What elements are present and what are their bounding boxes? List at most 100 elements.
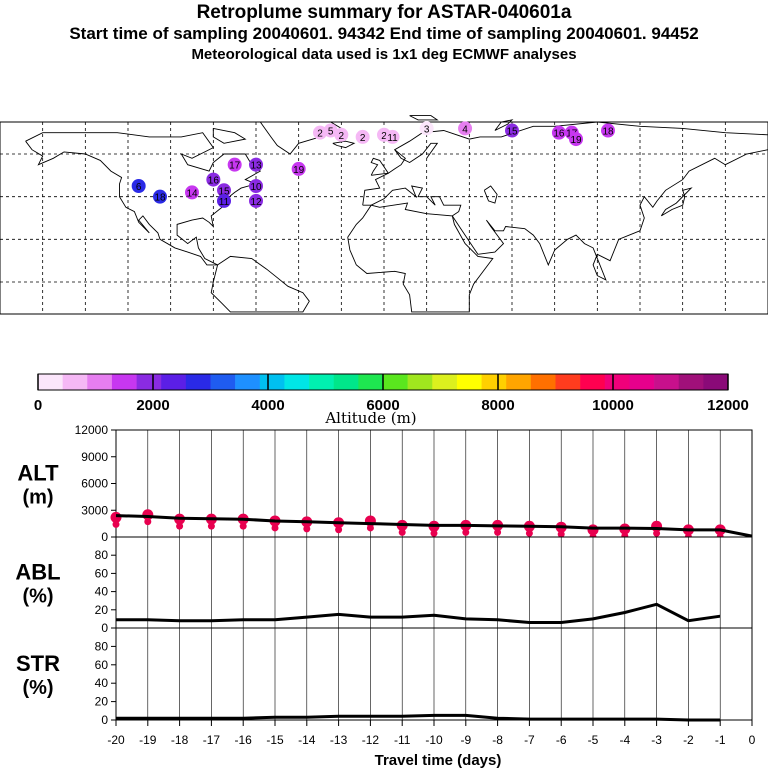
cluster-dot <box>458 121 473 136</box>
coastline <box>409 115 439 121</box>
colorbar-tick-label: 10000 <box>592 397 634 414</box>
cluster-label: 12 <box>250 197 262 208</box>
alt-cluster-marker <box>239 522 247 530</box>
cluster-dot <box>249 157 263 172</box>
abl-series-line <box>116 602 721 624</box>
x-tick-label: -12 <box>362 733 380 747</box>
cluster-dot <box>313 125 327 140</box>
cluster-dot <box>601 123 615 138</box>
alt-cluster-marker <box>271 524 279 532</box>
cluster-label: 11 <box>387 133 398 144</box>
cluster-label: 16 <box>208 176 220 187</box>
coastline <box>362 121 768 281</box>
cluster-point: 19 <box>291 161 306 176</box>
coastline <box>483 185 498 204</box>
cluster-dot <box>217 193 231 208</box>
colorbar-tick-label: 0 <box>34 397 42 414</box>
colorbar-swatch <box>654 374 680 390</box>
colorbar-label: Altitude (m) <box>324 409 416 427</box>
colorbar-tick-label: 8000 <box>481 397 514 414</box>
colorbar-tick-label: 12000 <box>707 397 749 414</box>
colorbar-swatch <box>481 374 507 390</box>
cluster-point: 3 <box>419 121 434 136</box>
cluster-point: 2 <box>334 127 349 142</box>
cluster-point: 18 <box>601 123 615 138</box>
y-tick-label: 40 <box>95 585 109 599</box>
x-tick-label: -6 <box>556 733 567 747</box>
alt-cluster-marker <box>303 525 311 533</box>
x-tick-label: -9 <box>460 733 471 747</box>
cluster-point: 11 <box>385 129 400 144</box>
cluster-label: 13 <box>250 161 262 172</box>
colorbar-swatch <box>530 374 556 390</box>
x-tick-label: -13 <box>330 733 348 747</box>
coastline <box>332 140 356 149</box>
cluster-label: 6 <box>136 182 142 193</box>
alt-cluster-marker <box>112 520 120 528</box>
coastline <box>347 202 494 313</box>
cluster-label: 14 <box>186 188 198 199</box>
x-tick-label: -14 <box>298 733 316 747</box>
chart-title: Retroplume summary for ASTAR-040601a <box>196 2 572 23</box>
coastline <box>394 142 439 164</box>
cluster-point: 14 <box>185 185 199 200</box>
colorbar-swatch <box>555 374 581 390</box>
coastlines <box>25 115 768 313</box>
cluster-label: 2 <box>317 129 323 140</box>
alt-cluster-marker <box>144 518 152 526</box>
x-tick-label: -8 <box>492 733 503 747</box>
cluster-dot <box>185 185 199 200</box>
colorbar-swatch <box>210 374 236 390</box>
x-tick-label: -5 <box>588 733 599 747</box>
cluster-point: 5 <box>323 123 338 138</box>
cluster-dot <box>131 179 146 193</box>
cluster-point: 2 <box>313 125 327 140</box>
cluster-label: 11 <box>219 197 230 208</box>
y-tick-label: 0 <box>101 621 108 635</box>
cluster-point: 12 <box>249 193 263 208</box>
colorbar-swatch <box>62 374 88 390</box>
x-tick-label: -18 <box>171 733 189 747</box>
cluster-dot <box>355 129 370 144</box>
alt-cluster-marker <box>653 529 661 537</box>
cluster-dot <box>153 189 167 204</box>
y-tick-label: 60 <box>95 658 109 672</box>
y-tick-label: 60 <box>95 566 109 580</box>
cluster-dot <box>249 193 263 208</box>
colorbar-swatch <box>136 374 162 390</box>
alt-unit: (m) <box>22 487 53 509</box>
cluster-label: 17 <box>229 161 241 172</box>
colorbar-swatch <box>407 374 433 390</box>
str-series-line <box>116 713 721 722</box>
alt-cluster-marker <box>366 524 374 532</box>
alt-cluster-marker <box>176 522 184 530</box>
cluster-label: 10 <box>250 182 262 193</box>
colorbar-swatch <box>358 374 384 390</box>
cluster-dot <box>419 121 434 136</box>
x-tick-label: -4 <box>619 733 630 747</box>
alt-cluster-marker <box>207 522 215 530</box>
x-tick-label: -16 <box>235 733 253 747</box>
x-tick-label: -7 <box>524 733 535 747</box>
colorbar-swatch <box>456 374 482 390</box>
colorbar-swatch <box>678 374 704 390</box>
y-tick-label: 80 <box>95 639 109 653</box>
colorbar-swatch <box>87 374 113 390</box>
colorbar-swatch <box>604 374 630 390</box>
plume-cluster-points: 2522211341516171918131719161415101861211 <box>131 121 615 208</box>
alt-cluster-marker <box>462 528 470 536</box>
str-panel: 0 20 40 60 80 STR(%) <box>16 627 753 727</box>
cluster-label: 4 <box>462 124 468 135</box>
y-tick-label: 40 <box>95 676 109 690</box>
cluster-dot <box>249 179 263 193</box>
colorbar-swatch <box>309 374 335 390</box>
met-data-subtitle: Meteorological data used is 1x1 deg ECMW… <box>191 46 577 63</box>
colorbar-swatch <box>629 374 655 390</box>
x-tick-label: -19 <box>139 733 157 747</box>
y-tick-label: 3000 <box>81 503 108 517</box>
world-map: 2522211341516171918131719161415101861211 <box>0 115 768 315</box>
cluster-dot <box>569 132 583 147</box>
str-label: STR <box>16 651 60 676</box>
coastline <box>210 255 310 313</box>
colorbar-swatch <box>333 374 359 390</box>
